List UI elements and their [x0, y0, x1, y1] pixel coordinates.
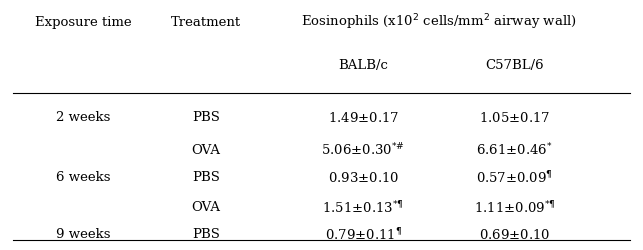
Text: OVA: OVA — [191, 144, 221, 156]
Text: 2 weeks: 2 weeks — [57, 111, 111, 124]
Text: 0.93$\pm$0.10: 0.93$\pm$0.10 — [328, 170, 399, 184]
Text: 1.11$\pm$0.09$^{* \P}$: 1.11$\pm$0.09$^{* \P}$ — [473, 199, 556, 216]
Text: PBS: PBS — [192, 228, 220, 241]
Text: 1.05$\pm$0.17: 1.05$\pm$0.17 — [479, 110, 550, 124]
Text: Treatment: Treatment — [170, 16, 241, 29]
Text: 6 weeks: 6 weeks — [57, 171, 111, 184]
Text: 1.49$\pm$0.17: 1.49$\pm$0.17 — [328, 110, 399, 124]
Text: Eosinophils (x10$^2$ cells/mm$^2$ airway wall): Eosinophils (x10$^2$ cells/mm$^2$ airway… — [301, 13, 577, 32]
Text: Exposure time: Exposure time — [35, 16, 132, 29]
Text: 6.61$\pm$0.46$^{*}$: 6.61$\pm$0.46$^{*}$ — [476, 142, 552, 158]
Text: 0.57$\pm$0.09$^{\P}$: 0.57$\pm$0.09$^{\P}$ — [476, 169, 553, 186]
Text: C57BL/6: C57BL/6 — [485, 58, 544, 71]
Text: 9 weeks: 9 weeks — [57, 228, 111, 241]
Text: 1.51$\pm$0.13$^{* \P}$: 1.51$\pm$0.13$^{* \P}$ — [322, 199, 404, 216]
Text: 5.06$\pm$0.30$^{* \#}$: 5.06$\pm$0.30$^{* \#}$ — [322, 142, 405, 158]
Text: OVA: OVA — [191, 201, 221, 214]
Text: 0.69$\pm$0.10: 0.69$\pm$0.10 — [479, 228, 550, 242]
Text: PBS: PBS — [192, 171, 220, 184]
Text: BALB/c: BALB/c — [338, 58, 388, 71]
Text: 0.79$\pm$0.11$^{\P}$: 0.79$\pm$0.11$^{\P}$ — [325, 227, 402, 243]
Text: PBS: PBS — [192, 111, 220, 124]
